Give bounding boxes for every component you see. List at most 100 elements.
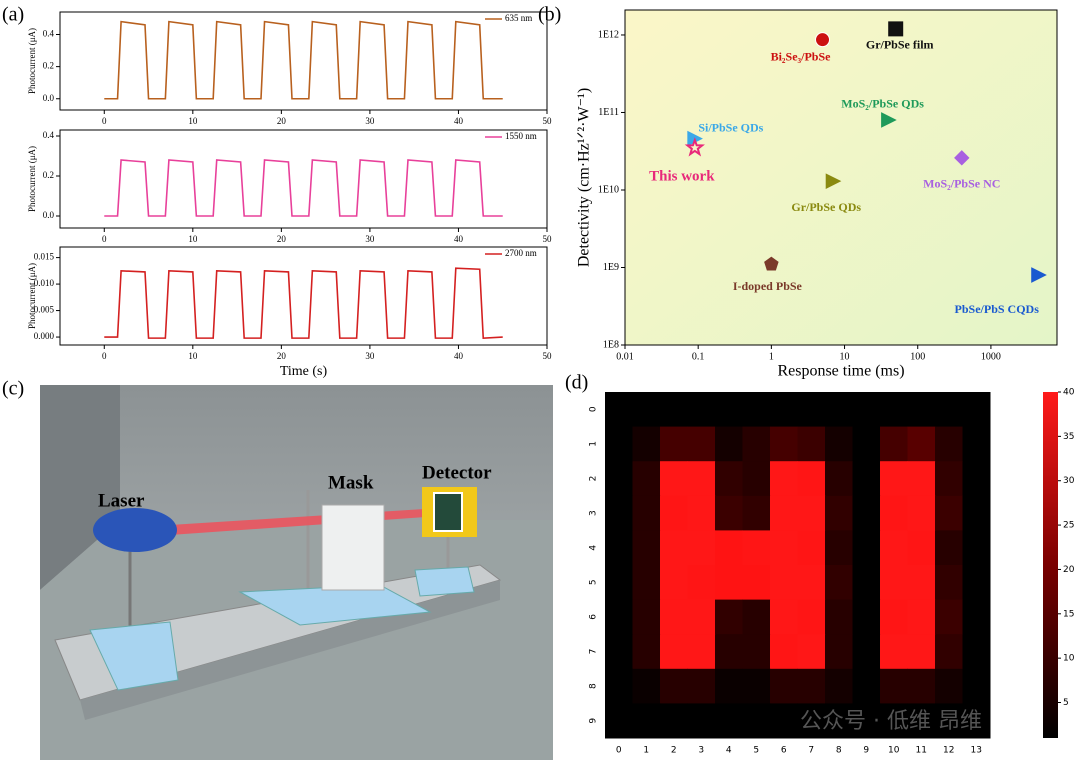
x-tick-label: 7 xyxy=(808,746,814,756)
heat-cell xyxy=(962,565,991,601)
panel-label: (a) xyxy=(2,4,24,26)
series-line xyxy=(104,20,503,100)
heat-cell xyxy=(632,530,661,566)
heat-cell xyxy=(632,392,661,428)
y-tick-label: 0.005 xyxy=(34,305,55,315)
heat-cell xyxy=(797,634,826,670)
heat-cell xyxy=(797,565,826,601)
x-tick-label: 3 xyxy=(698,746,704,756)
heat-cell xyxy=(935,668,963,704)
x-tick-label: 100 xyxy=(910,351,925,362)
heat-cell xyxy=(852,703,881,739)
y-axis-label: Photocurrent (μA) xyxy=(27,263,37,329)
y-tick-label: 6 xyxy=(589,614,599,620)
x-tick-label: 10 xyxy=(188,234,198,244)
heat-cell xyxy=(660,530,688,566)
x-tick-label: 30 xyxy=(365,234,375,244)
laser xyxy=(93,508,177,552)
x-tick-label: 11 xyxy=(916,746,927,756)
heat-cell xyxy=(742,426,771,462)
heat-cell xyxy=(797,703,826,739)
plot-background xyxy=(624,9,1058,346)
heat-cell xyxy=(880,565,908,601)
heat-cell xyxy=(660,392,688,428)
point-label: Si/PbSe QDs xyxy=(698,120,763,134)
heat-cell xyxy=(852,565,881,601)
heat-cell xyxy=(825,392,853,428)
heat-cell xyxy=(825,426,853,462)
plot-frame xyxy=(59,11,548,111)
heat-cell xyxy=(632,599,661,635)
series-line xyxy=(104,159,503,217)
heat-cell xyxy=(687,495,716,531)
heat-cell xyxy=(935,634,963,670)
marker xyxy=(825,173,842,189)
heat-cell xyxy=(687,599,716,635)
y-tick-label: 1 xyxy=(589,441,599,447)
heat-cell xyxy=(742,565,771,601)
heat-cell xyxy=(935,703,963,739)
y-tick-label: 9 xyxy=(589,718,599,724)
heat-cell xyxy=(632,703,661,739)
x-tick-label: 1000 xyxy=(981,351,1001,362)
heat-cell xyxy=(825,634,853,670)
heat-cell xyxy=(770,530,798,566)
x-tick-label: 40 xyxy=(454,116,464,126)
panel-label: (d) xyxy=(565,372,588,394)
heat-cell xyxy=(962,530,991,566)
y-tick-label: 0.0 xyxy=(43,210,55,220)
y-tick-label: 0.2 xyxy=(43,170,54,180)
heat-cell xyxy=(880,599,908,635)
heat-cell xyxy=(907,703,936,739)
heat-cell xyxy=(632,634,661,670)
heat-cell xyxy=(962,703,991,739)
x-tick-label: 40 xyxy=(454,234,464,244)
y-tick-label: 1E10 xyxy=(598,184,619,195)
heat-cell xyxy=(907,495,936,531)
heat-cell xyxy=(742,461,771,497)
colorbar xyxy=(1043,392,1058,738)
heat-cell xyxy=(687,426,716,462)
heat-cell xyxy=(797,461,826,497)
heat-cell xyxy=(907,668,936,704)
heat-cell xyxy=(880,703,908,739)
x-tick-label: 40 xyxy=(454,351,464,361)
y-tick-label: 0.000 xyxy=(34,331,55,341)
heat-cell xyxy=(880,668,908,704)
illustration-label: Detector xyxy=(422,462,492,483)
heat-cell xyxy=(852,668,881,704)
heat-cell xyxy=(632,461,661,497)
heat-cell xyxy=(605,668,633,704)
marker xyxy=(764,256,779,271)
heat-cell xyxy=(632,426,661,462)
y-tick-label: 0.0 xyxy=(43,93,55,103)
heat-cell xyxy=(605,530,633,566)
x-tick-label: 50 xyxy=(543,234,553,244)
heat-cell xyxy=(605,495,633,531)
heat-cell xyxy=(852,599,881,635)
heat-cell xyxy=(742,634,771,670)
heat-cell xyxy=(660,426,688,462)
heat-cell xyxy=(770,668,798,704)
side-wall xyxy=(40,385,120,590)
y-tick-label: 1E9 xyxy=(603,262,619,273)
heat-cell xyxy=(660,495,688,531)
heat-cell xyxy=(797,599,826,635)
point-label: MoS₂/PbSe NC xyxy=(923,177,1000,191)
heat-cell xyxy=(852,461,881,497)
x-tick-label: 1 xyxy=(769,351,774,362)
x-tick-label: 10 xyxy=(188,351,198,361)
heat-cell xyxy=(852,426,881,462)
heat-cell xyxy=(880,530,908,566)
heat-cell xyxy=(660,565,688,601)
heat-cell xyxy=(825,703,853,739)
colorbar-tick-label: 15 xyxy=(1063,609,1074,619)
illustration-label: Mask xyxy=(328,472,374,493)
x-tick-label: 0 xyxy=(102,234,107,244)
colorbar-tick-label: 40 xyxy=(1063,388,1075,398)
heat-cell xyxy=(687,565,716,601)
heat-cell xyxy=(852,495,881,531)
heat-cell xyxy=(825,565,853,601)
y-tick-label: 1E11 xyxy=(598,107,619,118)
point-label: This work xyxy=(649,168,715,184)
